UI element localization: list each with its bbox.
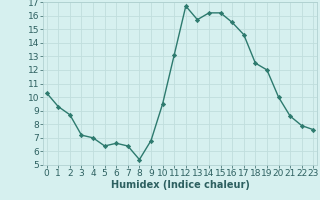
X-axis label: Humidex (Indice chaleur): Humidex (Indice chaleur): [111, 180, 249, 190]
